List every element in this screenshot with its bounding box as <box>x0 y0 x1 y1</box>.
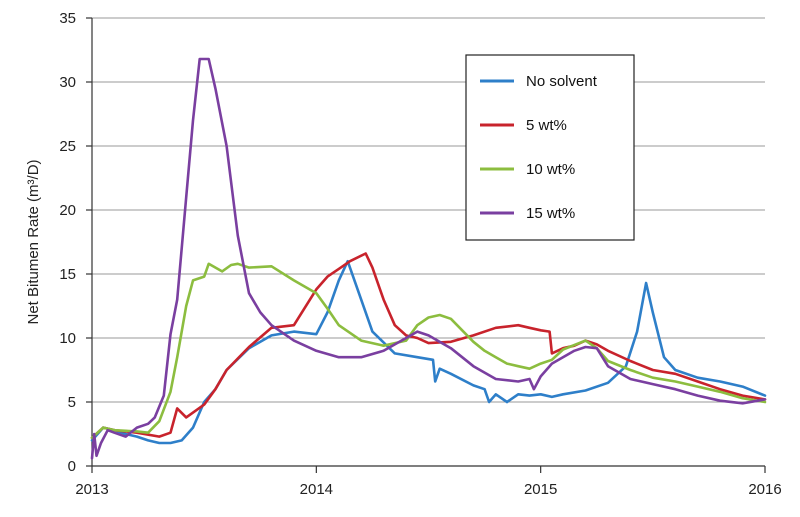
y-tick-label: 10 <box>59 330 76 347</box>
legend: No solvent 5 wt% 10 wt% 15 wt% <box>465 54 635 241</box>
series-line-0 <box>90 259 767 445</box>
y-axis-label: Net Bitumen Rate (m³/D) <box>25 159 42 324</box>
y-tick-label: 35 <box>59 10 76 27</box>
y-tick-label: 0 <box>68 458 76 475</box>
series-lines <box>90 57 767 460</box>
legend-box <box>465 54 635 241</box>
x-tick-label: 2015 <box>524 481 557 498</box>
axes <box>86 17 766 473</box>
x-tick-label: 2013 <box>75 481 108 498</box>
y-tick-label: 20 <box>59 202 76 219</box>
legend-label-2: 10 wt% <box>526 161 575 178</box>
legend-label-0: No solvent <box>526 73 598 90</box>
series-line-3 <box>90 57 767 460</box>
y-tick-labels: 0 5 10 15 20 25 30 35 <box>59 10 76 475</box>
x-tick-labels: 2013 2014 2015 2016 <box>75 481 781 498</box>
y-tick-label: 25 <box>59 138 76 155</box>
gridlines <box>92 17 765 403</box>
series-line-1 <box>90 252 767 440</box>
x-tick-label: 2016 <box>748 481 781 498</box>
x-tick-label: 2014 <box>300 481 333 498</box>
legend-label-3: 15 wt% <box>526 205 575 222</box>
legend-label-1: 5 wt% <box>526 117 567 134</box>
y-tick-label: 5 <box>68 394 76 411</box>
y-tick-label: 15 <box>59 266 76 283</box>
y-tick-label: 30 <box>59 74 76 91</box>
